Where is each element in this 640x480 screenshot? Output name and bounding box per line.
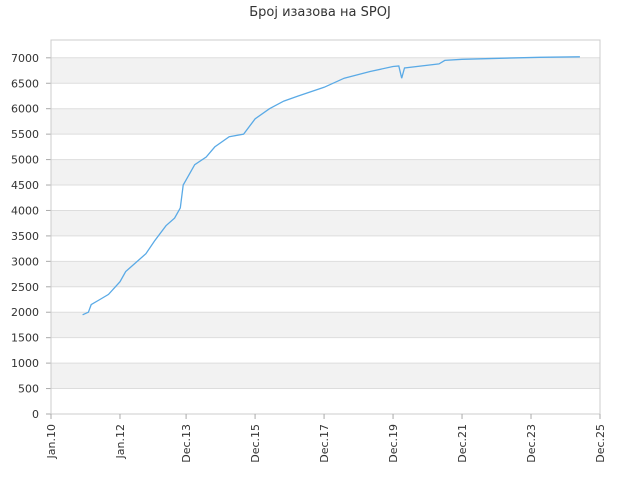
y-tick-label: 2500	[11, 281, 39, 294]
x-tick-label: Dec.19	[387, 424, 400, 463]
y-tick-label: 1000	[11, 357, 39, 370]
x-tick-label: Dec.15	[249, 424, 262, 463]
band	[51, 185, 600, 211]
data-line	[82, 56, 580, 316]
y-tick-label: 3000	[11, 255, 39, 268]
plot-border	[50, 39, 601, 415]
x-tick-label: Dec.23	[525, 424, 538, 463]
y-tick-label: 3500	[11, 230, 39, 243]
band	[51, 40, 600, 58]
y-tick-label: 6000	[11, 103, 39, 116]
x-tick-label: Jan.12	[114, 424, 127, 459]
x-tick-label: Dec.13	[180, 424, 193, 463]
band	[51, 337, 600, 364]
x-tick-label: Dec.25	[594, 424, 607, 463]
y-tick-label: 4500	[11, 179, 39, 192]
chart-title: Број изазова на SPOJ	[249, 5, 391, 20]
y-tick-label: 6500	[11, 77, 39, 90]
y-tick-label: 2000	[11, 306, 39, 319]
band	[51, 134, 600, 160]
y-tick-label: 1500	[11, 332, 39, 345]
y-tick-label: 500	[18, 383, 39, 396]
x-tick-label: Dec.21	[456, 424, 469, 463]
y-tick-label: 5000	[11, 154, 39, 167]
x-tick-label: Jan.10	[45, 424, 58, 459]
band	[51, 235, 600, 262]
band	[51, 388, 600, 414]
y-tick-label: 0	[32, 408, 39, 421]
band	[51, 286, 600, 313]
x-tick-label: Dec.17	[318, 424, 331, 463]
y-tick-label: 7000	[11, 52, 39, 65]
y-tick-label: 5500	[11, 128, 39, 141]
band	[51, 83, 600, 109]
y-tick-label: 4000	[11, 204, 39, 217]
